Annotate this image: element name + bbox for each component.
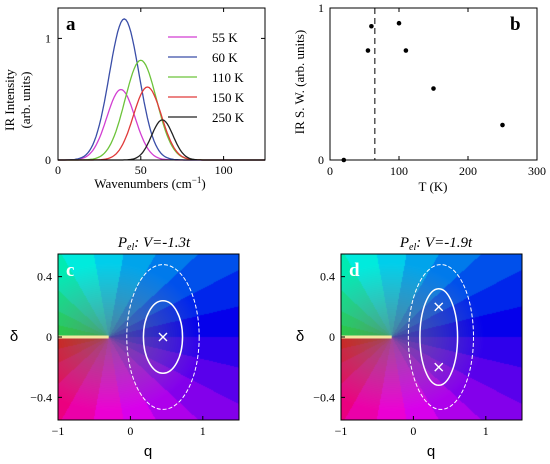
- panel-a-ylabel-2: (arb. units): [18, 71, 33, 128]
- pc-xtick-label: 1: [200, 424, 206, 438]
- panel-c-xlabel: q: [144, 443, 152, 460]
- panel-c-title: Pel: V=-1.3t: [117, 235, 191, 253]
- pc-contour-1: [126, 264, 200, 410]
- panel-b-letter: b: [510, 14, 521, 35]
- panel-b-points: [341, 20, 505, 163]
- pc-ytick-label: −0.4: [30, 390, 52, 404]
- pd-xtick-label: 1: [483, 424, 489, 438]
- panel-d-ylabel: δ: [296, 328, 304, 345]
- panel-c-contours: [126, 264, 200, 410]
- panel-d-title: Pel: V=-1.9t: [399, 235, 473, 253]
- panel-b-xtick-label: 100: [390, 164, 408, 178]
- pc-ytick-label: 0: [46, 330, 52, 344]
- pd-contour-1: [407, 264, 474, 410]
- panel-c-ylabel: δ: [10, 328, 18, 345]
- panel-b-ytick-label: 1: [318, 1, 324, 15]
- pc-marker-0: [158, 332, 168, 342]
- panel-b-point-4: [403, 48, 409, 53]
- legend-label-1: 60 K: [212, 50, 238, 65]
- panel-c-letter: c: [66, 260, 74, 281]
- legend-label-3: 150 K: [212, 90, 245, 105]
- panel-b-xlabel: T (K): [418, 179, 447, 194]
- pc-xtick-label: −1: [52, 424, 65, 438]
- panel-a-letter: a: [66, 14, 76, 35]
- pd-ytick-label: 0.4: [320, 270, 335, 284]
- panel-d-contours: [407, 264, 474, 410]
- panel-a-ytick-label: 1: [45, 31, 51, 45]
- panel-d-xlabel: q: [427, 443, 435, 460]
- pd-xtick-label: 0: [410, 424, 416, 438]
- panel-d-ticks: −1 0 1 0.4 0 −0.4: [313, 270, 489, 438]
- pc-contour-0: [142, 300, 184, 374]
- pd-xtick-label: −1: [335, 424, 348, 438]
- panel-b-point-6: [500, 122, 505, 128]
- panel-b-frame: [329, 7, 538, 161]
- panel-a-xtick-label: 100: [215, 163, 233, 177]
- panel-b-point-3: [396, 20, 402, 26]
- pd-marker-1: [434, 362, 444, 372]
- panel-a-xtick-label: 0: [55, 163, 61, 177]
- panel-b-xtick-label: 0: [327, 164, 333, 178]
- panel-c: Pel: V=-1.3t c −1 0 1 0.4 0 −0.4 δ q: [10, 235, 240, 460]
- panel-b-point-0: [341, 157, 347, 163]
- panel-c-ticks: −1 0 1 0.4 0 −0.4: [30, 270, 206, 438]
- panel-b-ylabel: IR S. W. (arb. units): [292, 30, 307, 134]
- panel-a-ticks: 0 50 100 0 1: [45, 8, 265, 177]
- panel-a-ylabel-1: IR Intensity: [2, 69, 17, 131]
- pd-ytick-label: 0: [329, 330, 335, 344]
- panel-b-point-1: [365, 48, 371, 53]
- panel-b-xtick-label: 300: [528, 164, 546, 178]
- pd-ytick-label: −0.4: [313, 390, 335, 404]
- panel-b-xtick-label: 200: [459, 164, 477, 178]
- pc-xtick-label: 0: [127, 424, 133, 438]
- panel-a-legend: 55 K 60 K 110 K 150 K 250 K: [168, 30, 245, 125]
- legend-label-0: 55 K: [212, 30, 238, 45]
- panel-d-markers: [434, 302, 444, 372]
- panel-a-xtick-label: 50: [135, 163, 147, 177]
- legend-label-2: 110 K: [212, 70, 244, 85]
- panel-b-ytick-label: 0: [318, 153, 324, 167]
- pc-ytick-label: 0.4: [37, 270, 52, 284]
- legend-label-4: 250 K: [212, 110, 245, 125]
- panel-b-point-2: [369, 23, 374, 29]
- panel-a-ytick-label: 0: [45, 153, 51, 167]
- panel-b-point-5: [431, 86, 436, 91]
- pd-marker-0: [434, 302, 444, 312]
- panel-a: IR Intensity (arb. units) a 0 50 100 0 1 55 …: [2, 7, 266, 191]
- panel-b: IR S. W. (arb. units) b 0 100 200 300 0 1 T (…: [292, 1, 546, 194]
- panel-a-xlabel: Wavenumbers (cm−1): [94, 175, 205, 191]
- pd-contour-0: [419, 287, 459, 387]
- panel-d: Pel: V=-1.9t d −1 0 1 0.4 0 −0.4 δ q: [296, 235, 523, 460]
- panel-b-ticks: 0 100 200 300 0 1: [318, 1, 546, 178]
- panel-a-frame: [57, 7, 266, 161]
- panel-c-markers: [158, 332, 168, 342]
- panel-d-letter: d: [349, 260, 360, 281]
